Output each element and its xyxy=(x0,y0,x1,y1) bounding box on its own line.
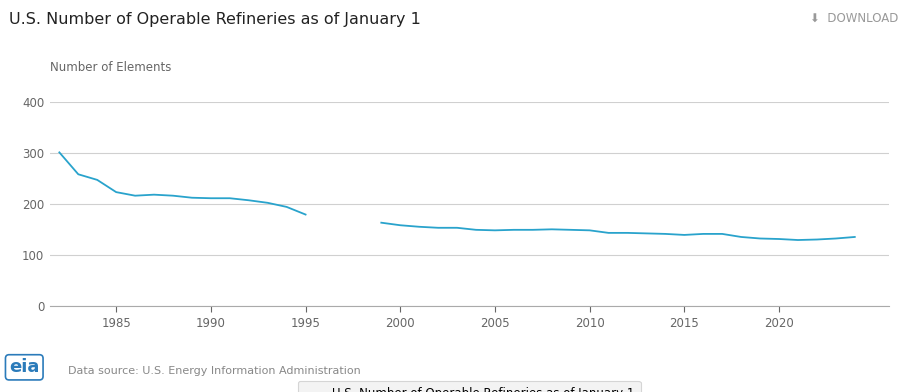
Text: Number of Elements: Number of Elements xyxy=(50,61,171,74)
Text: ⬇  DOWNLOAD: ⬇ DOWNLOAD xyxy=(810,12,898,25)
Text: Data source: U.S. Energy Information Administration: Data source: U.S. Energy Information Adm… xyxy=(68,366,361,376)
Text: eia: eia xyxy=(9,358,39,376)
Legend: U.S. Number of Operable Refineries as of January 1: U.S. Number of Operable Refineries as of… xyxy=(298,381,640,392)
Text: U.S. Number of Operable Refineries as of January 1: U.S. Number of Operable Refineries as of… xyxy=(9,12,421,27)
